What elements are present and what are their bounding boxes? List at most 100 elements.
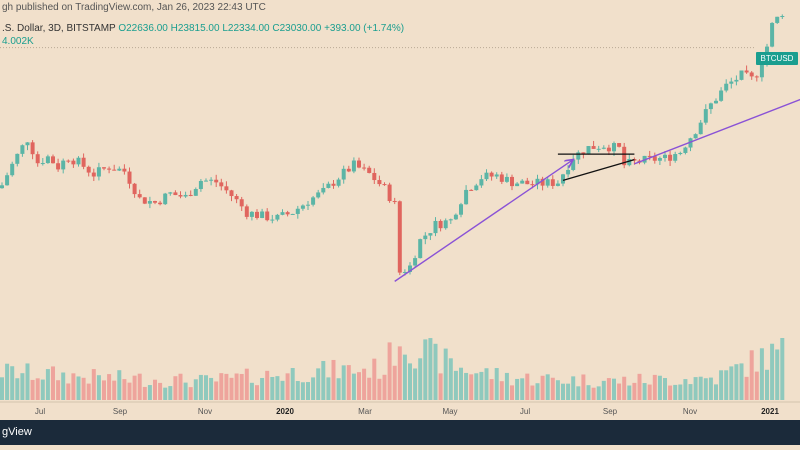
volume-bar bbox=[168, 386, 173, 400]
x-tick-label: 2021 bbox=[761, 407, 779, 416]
volume-bar bbox=[770, 343, 775, 400]
volume-bar bbox=[321, 360, 326, 400]
candle-body bbox=[260, 211, 265, 218]
candle-body bbox=[25, 142, 30, 146]
volume-bar bbox=[535, 383, 540, 400]
volume-bar bbox=[484, 368, 489, 400]
candle-body bbox=[469, 189, 474, 191]
candle-body bbox=[219, 182, 224, 187]
volume-bar bbox=[81, 377, 86, 400]
volume-bar bbox=[402, 354, 407, 400]
volume-bar bbox=[244, 368, 249, 400]
candle-body bbox=[178, 195, 183, 197]
x-tick-label: May bbox=[442, 407, 457, 416]
volume-bar bbox=[515, 378, 520, 400]
candle-body bbox=[275, 214, 280, 220]
candle-body bbox=[515, 183, 520, 187]
candle-body bbox=[693, 134, 698, 139]
candle-body bbox=[596, 148, 601, 150]
volume-bar bbox=[754, 371, 759, 400]
candle-body bbox=[295, 208, 300, 214]
volume-bar bbox=[51, 366, 55, 400]
volume-bar bbox=[433, 343, 438, 400]
volume-bar bbox=[20, 373, 25, 400]
candle-body bbox=[678, 152, 683, 155]
volume-bar bbox=[86, 383, 91, 400]
candle-body bbox=[5, 175, 10, 186]
volume-bar bbox=[71, 373, 76, 400]
candle-body bbox=[698, 122, 703, 135]
candle-body bbox=[229, 190, 234, 197]
volume-bar bbox=[193, 379, 198, 400]
volume-bar bbox=[744, 376, 749, 400]
candle-body bbox=[326, 183, 331, 188]
volume-bar bbox=[372, 358, 377, 400]
volume-bar bbox=[545, 374, 550, 400]
candle-body bbox=[239, 199, 244, 207]
x-tick-label: Sep bbox=[603, 407, 618, 416]
volume-bar bbox=[729, 366, 734, 400]
volume-bar bbox=[76, 376, 81, 400]
volume-bar bbox=[290, 368, 295, 400]
volume-bar bbox=[295, 381, 300, 400]
volume-bar bbox=[255, 385, 259, 400]
volume-bar bbox=[775, 349, 780, 400]
volume-bar bbox=[622, 376, 627, 400]
candle-body bbox=[362, 167, 367, 169]
volume-bar bbox=[91, 369, 96, 400]
volume-bar bbox=[214, 381, 219, 400]
volume-bar bbox=[734, 364, 739, 400]
candle-body bbox=[504, 176, 509, 182]
volume-bar bbox=[780, 338, 785, 400]
candle-body bbox=[0, 185, 4, 189]
candle-body bbox=[525, 180, 530, 185]
candle-body bbox=[372, 172, 377, 181]
volume-bar bbox=[576, 386, 581, 400]
volume-bar bbox=[464, 372, 469, 400]
volume-bar bbox=[459, 367, 463, 400]
candle-body bbox=[499, 174, 504, 182]
volume-bar bbox=[30, 379, 35, 400]
volume-bar bbox=[346, 365, 351, 400]
volume-bar bbox=[632, 382, 637, 400]
candle-body bbox=[576, 152, 581, 160]
candle-body bbox=[703, 109, 708, 123]
volume-bar bbox=[239, 373, 244, 400]
candle-body bbox=[402, 271, 407, 273]
volume-bar bbox=[469, 374, 474, 400]
volume-bar bbox=[351, 373, 356, 400]
candle-body bbox=[545, 179, 550, 186]
volume-bar bbox=[178, 373, 183, 400]
volume-bar bbox=[719, 370, 724, 400]
volume-bar bbox=[759, 348, 764, 400]
candle-body bbox=[555, 183, 560, 186]
volume-bar bbox=[127, 382, 132, 400]
candle-body bbox=[673, 154, 678, 161]
volume-bar bbox=[652, 374, 657, 400]
candle-body bbox=[489, 172, 494, 177]
candle-body bbox=[453, 214, 458, 220]
x-tick-label: Jul bbox=[520, 407, 530, 416]
candle-body bbox=[428, 233, 433, 236]
volume-bar bbox=[163, 387, 168, 400]
volume-bar bbox=[45, 369, 50, 400]
volume-bar bbox=[453, 370, 458, 400]
candle-body bbox=[198, 180, 203, 190]
candle-body bbox=[688, 138, 693, 148]
candle-body bbox=[163, 193, 168, 205]
volume-bar bbox=[40, 379, 45, 400]
candle-body bbox=[336, 179, 341, 186]
volume-bar bbox=[25, 363, 30, 400]
volume-bar bbox=[555, 380, 560, 400]
candle-body bbox=[591, 146, 596, 149]
volume-bar bbox=[540, 375, 545, 400]
candle-body bbox=[392, 201, 397, 203]
candle-body bbox=[652, 156, 657, 161]
candle-body bbox=[734, 79, 739, 82]
x-tick-label: Jul bbox=[35, 407, 45, 416]
candle-body bbox=[749, 72, 754, 77]
volume-bar bbox=[147, 385, 152, 400]
candle-body bbox=[724, 83, 729, 91]
candle-body bbox=[45, 156, 50, 164]
candle-body bbox=[770, 22, 775, 47]
